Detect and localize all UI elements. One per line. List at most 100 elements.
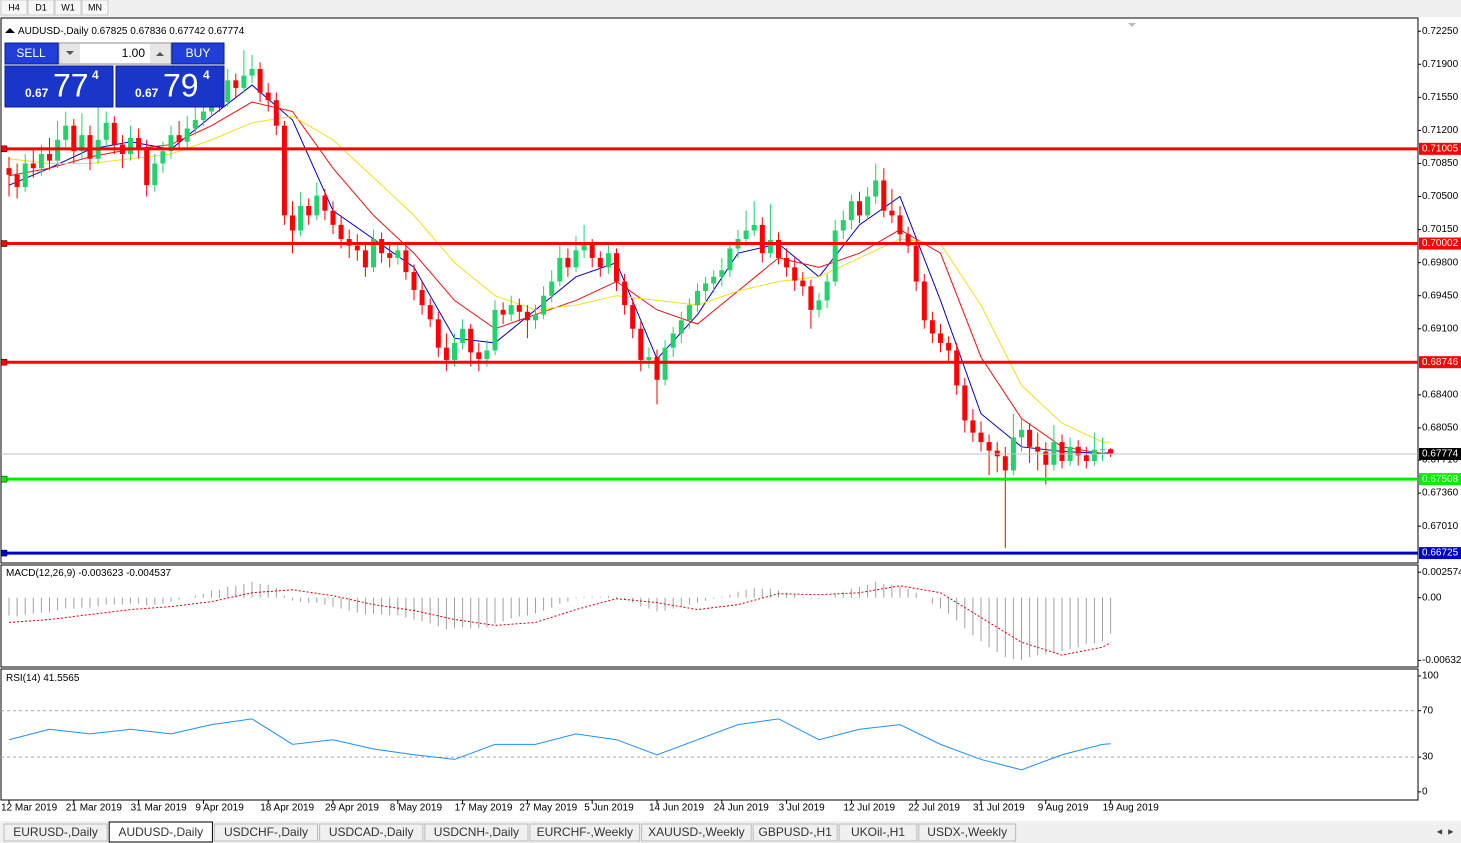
candle-body: [816, 300, 822, 310]
candle-body: [371, 239, 376, 268]
moving-average: [8, 115, 1111, 443]
candle-body: [387, 253, 393, 258]
candle-body: [1091, 449, 1097, 461]
candle-body: [767, 239, 773, 254]
symbol: AUDUSD-,Daily: [18, 26, 89, 37]
candle-body: [970, 420, 976, 433]
plot: H4 D1 W1 MN 0.72250 0.71900 0.71550 0.71200 0.70…: [0, 0, 1461, 814]
candle-body: [727, 248, 733, 271]
candle-body: [565, 257, 571, 268]
candle-body: [905, 234, 911, 246]
candle-body: [160, 151, 166, 164]
candle-body: [508, 305, 514, 315]
candle-body: [686, 305, 692, 321]
timeframe-button[interactable]: [0, 0, 28, 16]
tab-scroll[interactable]: ◄ ►: [1435, 826, 1455, 836]
volume-box[interactable]: [58, 42, 172, 65]
candle-body: [703, 283, 709, 291]
macd-name: MACD(12,26,9): [6, 568, 75, 579]
symbol-tab[interactable]: [641, 823, 752, 842]
x-tick-label: 29 Apr 2019: [325, 803, 379, 814]
buy-button[interactable]: [171, 42, 225, 65]
symbol-tab-label[interactable]: XAUUSD-,Weekly: [648, 825, 744, 839]
candle-body: [30, 163, 36, 169]
candle-body: [808, 286, 814, 310]
symbol-tab[interactable]: [529, 823, 641, 842]
candle-body: [476, 352, 482, 359]
buy-pips: 79: [163, 67, 199, 103]
candle-body: [144, 149, 150, 186]
level-label: 0.71005: [1422, 143, 1459, 154]
timeframe-label: MN: [88, 2, 102, 12]
symbol-tab[interactable]: [3, 823, 108, 842]
candle-body: [824, 281, 830, 301]
y-tick-label: 0.67010: [1422, 521, 1459, 532]
candle-body: [865, 196, 871, 216]
symbol-tab[interactable]: [108, 821, 213, 843]
sell-fraction: 4: [92, 68, 99, 82]
symbol-tab[interactable]: [213, 823, 319, 842]
toolbar-bg: [0, 0, 1461, 17]
level-handle: [0, 549, 8, 557]
macd-main: -0.003623: [78, 568, 123, 579]
candle-body: [695, 290, 700, 306]
candle-body: [751, 224, 757, 231]
timeframe-button[interactable]: [81, 0, 109, 16]
candle-body: [840, 220, 846, 231]
candle-body: [832, 230, 838, 282]
symbol-tab-label[interactable]: EURUSD-,Daily: [13, 825, 98, 839]
timeframe-label: W1: [61, 2, 75, 12]
volume[interactable]: 1.00: [122, 46, 146, 60]
candle-body: [184, 128, 190, 142]
symbol-tab-label[interactable]: USDCNH-,Daily: [434, 825, 519, 839]
level-handle: [0, 475, 8, 483]
symbol-tab[interactable]: [838, 823, 918, 842]
timeframe-button[interactable]: [54, 0, 82, 16]
symbol-tab-label[interactable]: EURCHF-,Weekly: [537, 825, 633, 839]
timeframe-label: D1: [35, 2, 47, 12]
y-tick-label: 0.67360: [1422, 488, 1459, 499]
candle-body: [516, 305, 522, 312]
candle-body: [6, 168, 12, 175]
candle-body: [290, 215, 295, 231]
buy-price-box[interactable]: [115, 65, 225, 108]
candle-body: [792, 267, 798, 281]
buy-label[interactable]: BUY: [186, 46, 211, 60]
candle-body: [427, 305, 433, 320]
macd-signal: -0.004537: [126, 568, 171, 579]
candle-body: [14, 174, 20, 188]
candle-body: [136, 137, 142, 150]
candle-body: [557, 257, 563, 282]
candle-body: [678, 320, 684, 334]
symbol-tab-label[interactable]: USDX-,Weekly: [927, 825, 1007, 839]
sell-price-box[interactable]: [4, 65, 114, 108]
collapse-arrow: [5, 28, 15, 33]
y-tick-label: 0.70500: [1422, 191, 1459, 202]
symbol-tab[interactable]: [918, 823, 1017, 842]
candle-body: [419, 290, 425, 306]
candle-body: [152, 163, 158, 186]
symbol-tab-label[interactable]: GBPUSD-,H1: [759, 825, 833, 839]
timeframe-button[interactable]: [27, 0, 55, 16]
symbol-tab-label[interactable]: USDCHF-,Daily: [224, 825, 308, 839]
candle-body: [354, 245, 360, 251]
candle-body: [743, 230, 749, 240]
candle-body: [873, 180, 879, 197]
rsi-value: 41.5565: [43, 673, 80, 684]
sell-button[interactable]: [4, 42, 59, 65]
x-tick-label: 22 Jul 2019: [908, 803, 960, 814]
symbol-tab[interactable]: [319, 823, 424, 842]
candle-body: [411, 272, 417, 291]
rsi-title: RSI(14) 41.5565: [6, 673, 80, 684]
symbol-tab-label[interactable]: AUDUSD-,Daily: [118, 825, 203, 839]
sell-label[interactable]: SELL: [16, 46, 46, 60]
symbol-tab-label[interactable]: USDCAD-,Daily: [329, 825, 414, 839]
candle-body: [857, 201, 862, 216]
y-tick-label: 0.72250: [1422, 26, 1459, 37]
symbol-tab[interactable]: [752, 823, 838, 842]
symbol-tab[interactable]: [424, 823, 529, 842]
candle-body: [71, 125, 77, 152]
candle-body: [589, 243, 595, 258]
level-label: 0.67508: [1422, 474, 1459, 485]
symbol-tab-label[interactable]: UKOil-,H1: [851, 825, 905, 839]
